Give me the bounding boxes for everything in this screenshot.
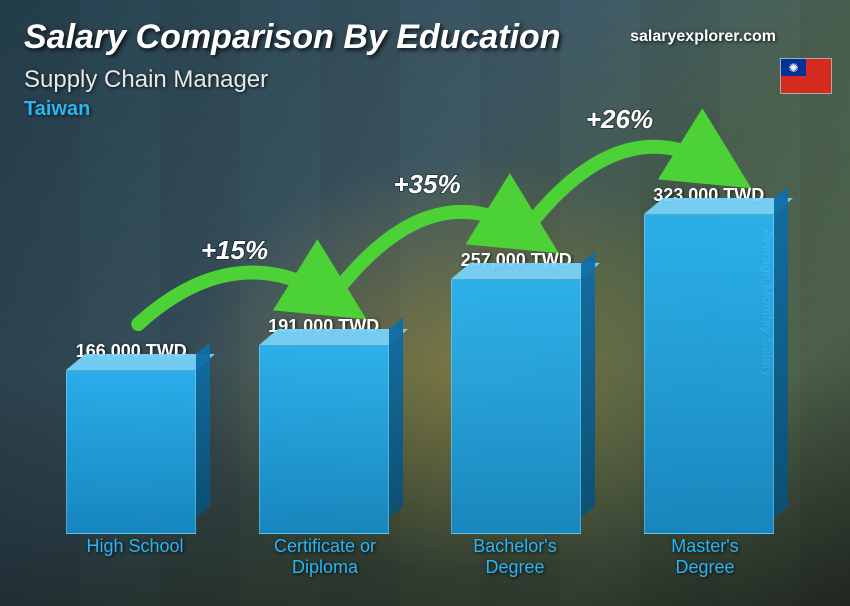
chart-title: Salary Comparison By Education <box>24 18 561 57</box>
increase-arc <box>138 273 331 324</box>
flag-sun-icon: ✺ <box>788 62 798 74</box>
flag-canton: ✺ <box>781 59 806 76</box>
increase-label: +35% <box>393 169 460 199</box>
increase-arcs: +15% +35% +26% <box>40 100 800 578</box>
bar-chart: 166,000 TWD191,000 TWD257,000 TWD323,000… <box>40 140 800 578</box>
increase-label: +26% <box>586 104 653 134</box>
increase-label: +15% <box>201 235 268 265</box>
increase-arc <box>523 147 716 233</box>
chart-subtitle: Supply Chain Manager <box>24 66 268 94</box>
flag-taiwan: ✺ <box>780 58 832 94</box>
brand-label: salaryexplorer.com <box>630 28 776 46</box>
increase-arc <box>331 212 524 299</box>
